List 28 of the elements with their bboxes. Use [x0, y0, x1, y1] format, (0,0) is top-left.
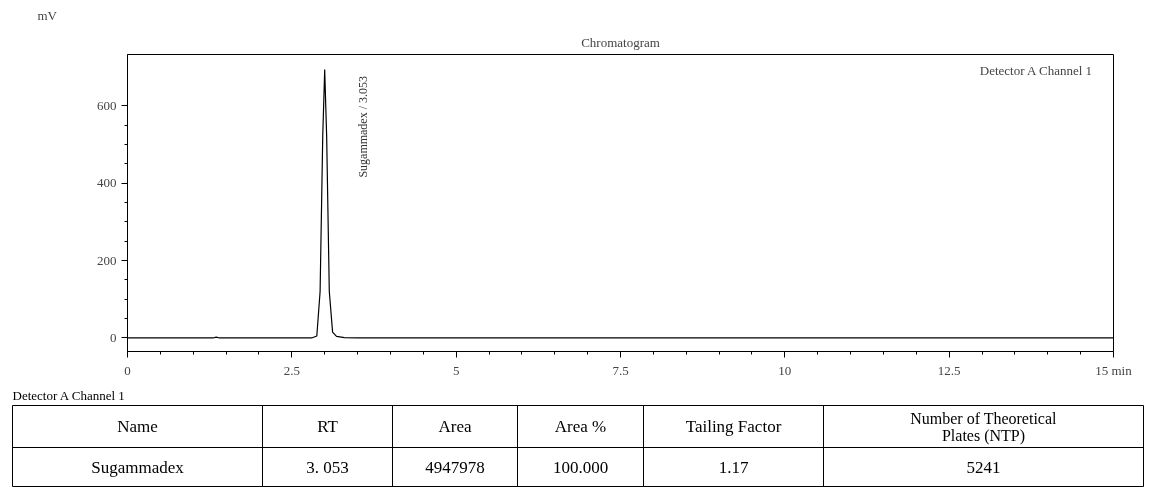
y-tick-label: 600 [97, 97, 117, 113]
x-tick-label: 7.5 [612, 362, 629, 378]
text: Area % [554, 417, 607, 436]
x-tick-label: 2.5 [283, 362, 300, 378]
annotation: Sugammadex / 3.053 [356, 75, 371, 178]
y-axis-title: mV [37, 7, 58, 23]
text: Number of Theoretical Plates (NTP) [910, 410, 1058, 445]
text: Tailing Factor [685, 417, 782, 436]
text: 5241 [966, 457, 1001, 477]
text: RT [317, 417, 339, 436]
y-tick-label: 200 [97, 252, 117, 268]
text: Sugammadex [91, 457, 185, 477]
x-tick-label: 5 [452, 362, 460, 378]
x-tick-label: 10 [778, 362, 792, 378]
text: Detector A Channel 1 [12, 388, 125, 403]
chart-title: Chromatogram [581, 34, 660, 50]
text: 4947978 [425, 457, 485, 477]
x-tick-label: 15 min [1095, 362, 1133, 378]
x-tick-label: 12.5 [937, 362, 961, 378]
text: Name [117, 417, 158, 436]
text: 1.17 [718, 457, 749, 477]
text: Area [438, 417, 472, 436]
x-tick-label: 0 [124, 362, 131, 378]
text: 100.000 [552, 457, 609, 477]
text: 3. 053 [306, 457, 349, 477]
annotation: Detector A Channel 1 [979, 62, 1093, 78]
y-tick-label: 0 [110, 329, 117, 345]
y-tick-label: 400 [97, 175, 117, 191]
